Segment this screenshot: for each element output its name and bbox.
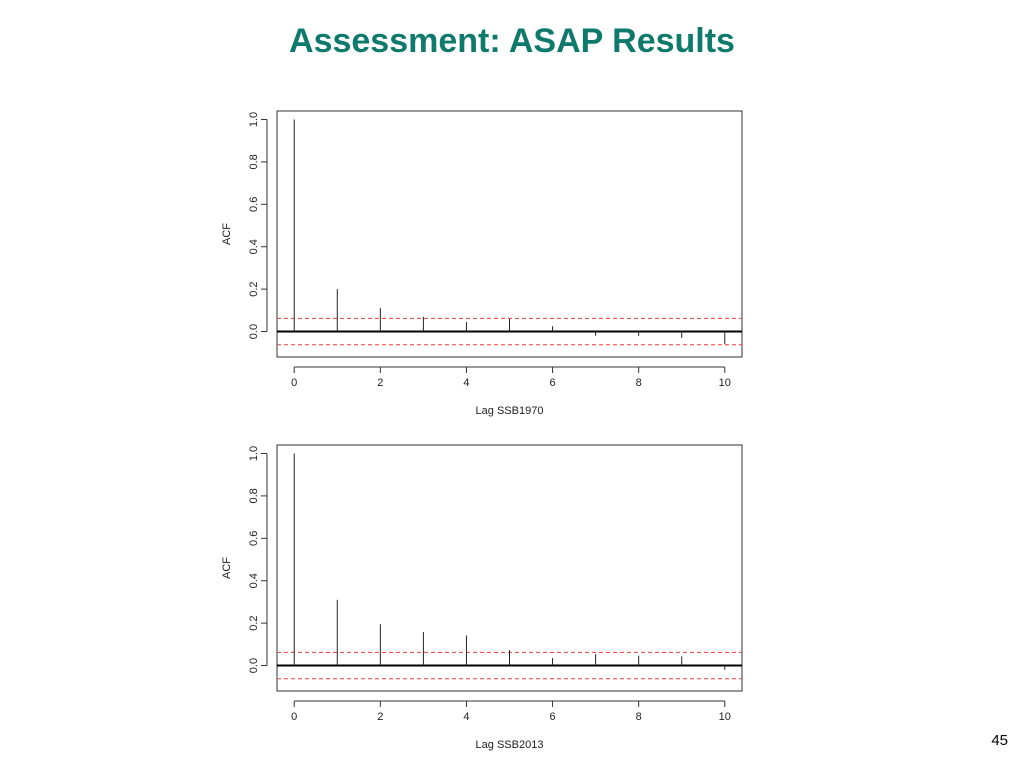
plot-frame	[276, 444, 743, 692]
y-tick-label: 0.4	[248, 573, 260, 588]
x-tick-label: 6	[549, 711, 555, 723]
y-tick-label: 1.0	[248, 112, 260, 127]
y-axis-label: ACF	[221, 223, 233, 245]
y-tick-label: 0.4	[248, 239, 260, 254]
y-tick-label: 0.6	[248, 531, 260, 546]
y-tick-label: 0.2	[248, 281, 260, 296]
y-tick-label: 0.8	[248, 154, 260, 169]
y-tick-label: 0.0	[248, 658, 260, 673]
x-axis-label: Lag SSB2013	[476, 739, 544, 751]
x-tick-label: 10	[719, 377, 731, 389]
x-tick-label: 4	[463, 711, 469, 723]
y-tick-label: 0.8	[248, 488, 260, 503]
x-tick-label: 10	[719, 711, 731, 723]
x-tick-label: 2	[377, 377, 383, 389]
x-tick-label: 0	[291, 377, 297, 389]
y-tick-label: 0.2	[248, 615, 260, 630]
x-tick-label: 8	[636, 377, 642, 389]
slide-title: Assessment: ASAP Results	[289, 22, 735, 60]
x-tick-label: 4	[463, 377, 469, 389]
x-axis-label: Lag SSB1970	[476, 405, 544, 417]
y-tick-label: 1.0	[248, 446, 260, 461]
x-tick-label: 6	[549, 377, 555, 389]
y-axis-label: ACF	[221, 557, 233, 579]
page-number: 45	[991, 732, 1008, 749]
x-tick-label: 2	[377, 711, 383, 723]
plot-frame	[276, 110, 743, 358]
x-tick-label: 8	[636, 711, 642, 723]
y-tick-label: 0.0	[248, 324, 260, 339]
x-tick-label: 0	[291, 711, 297, 723]
y-tick-label: 0.6	[248, 197, 260, 212]
